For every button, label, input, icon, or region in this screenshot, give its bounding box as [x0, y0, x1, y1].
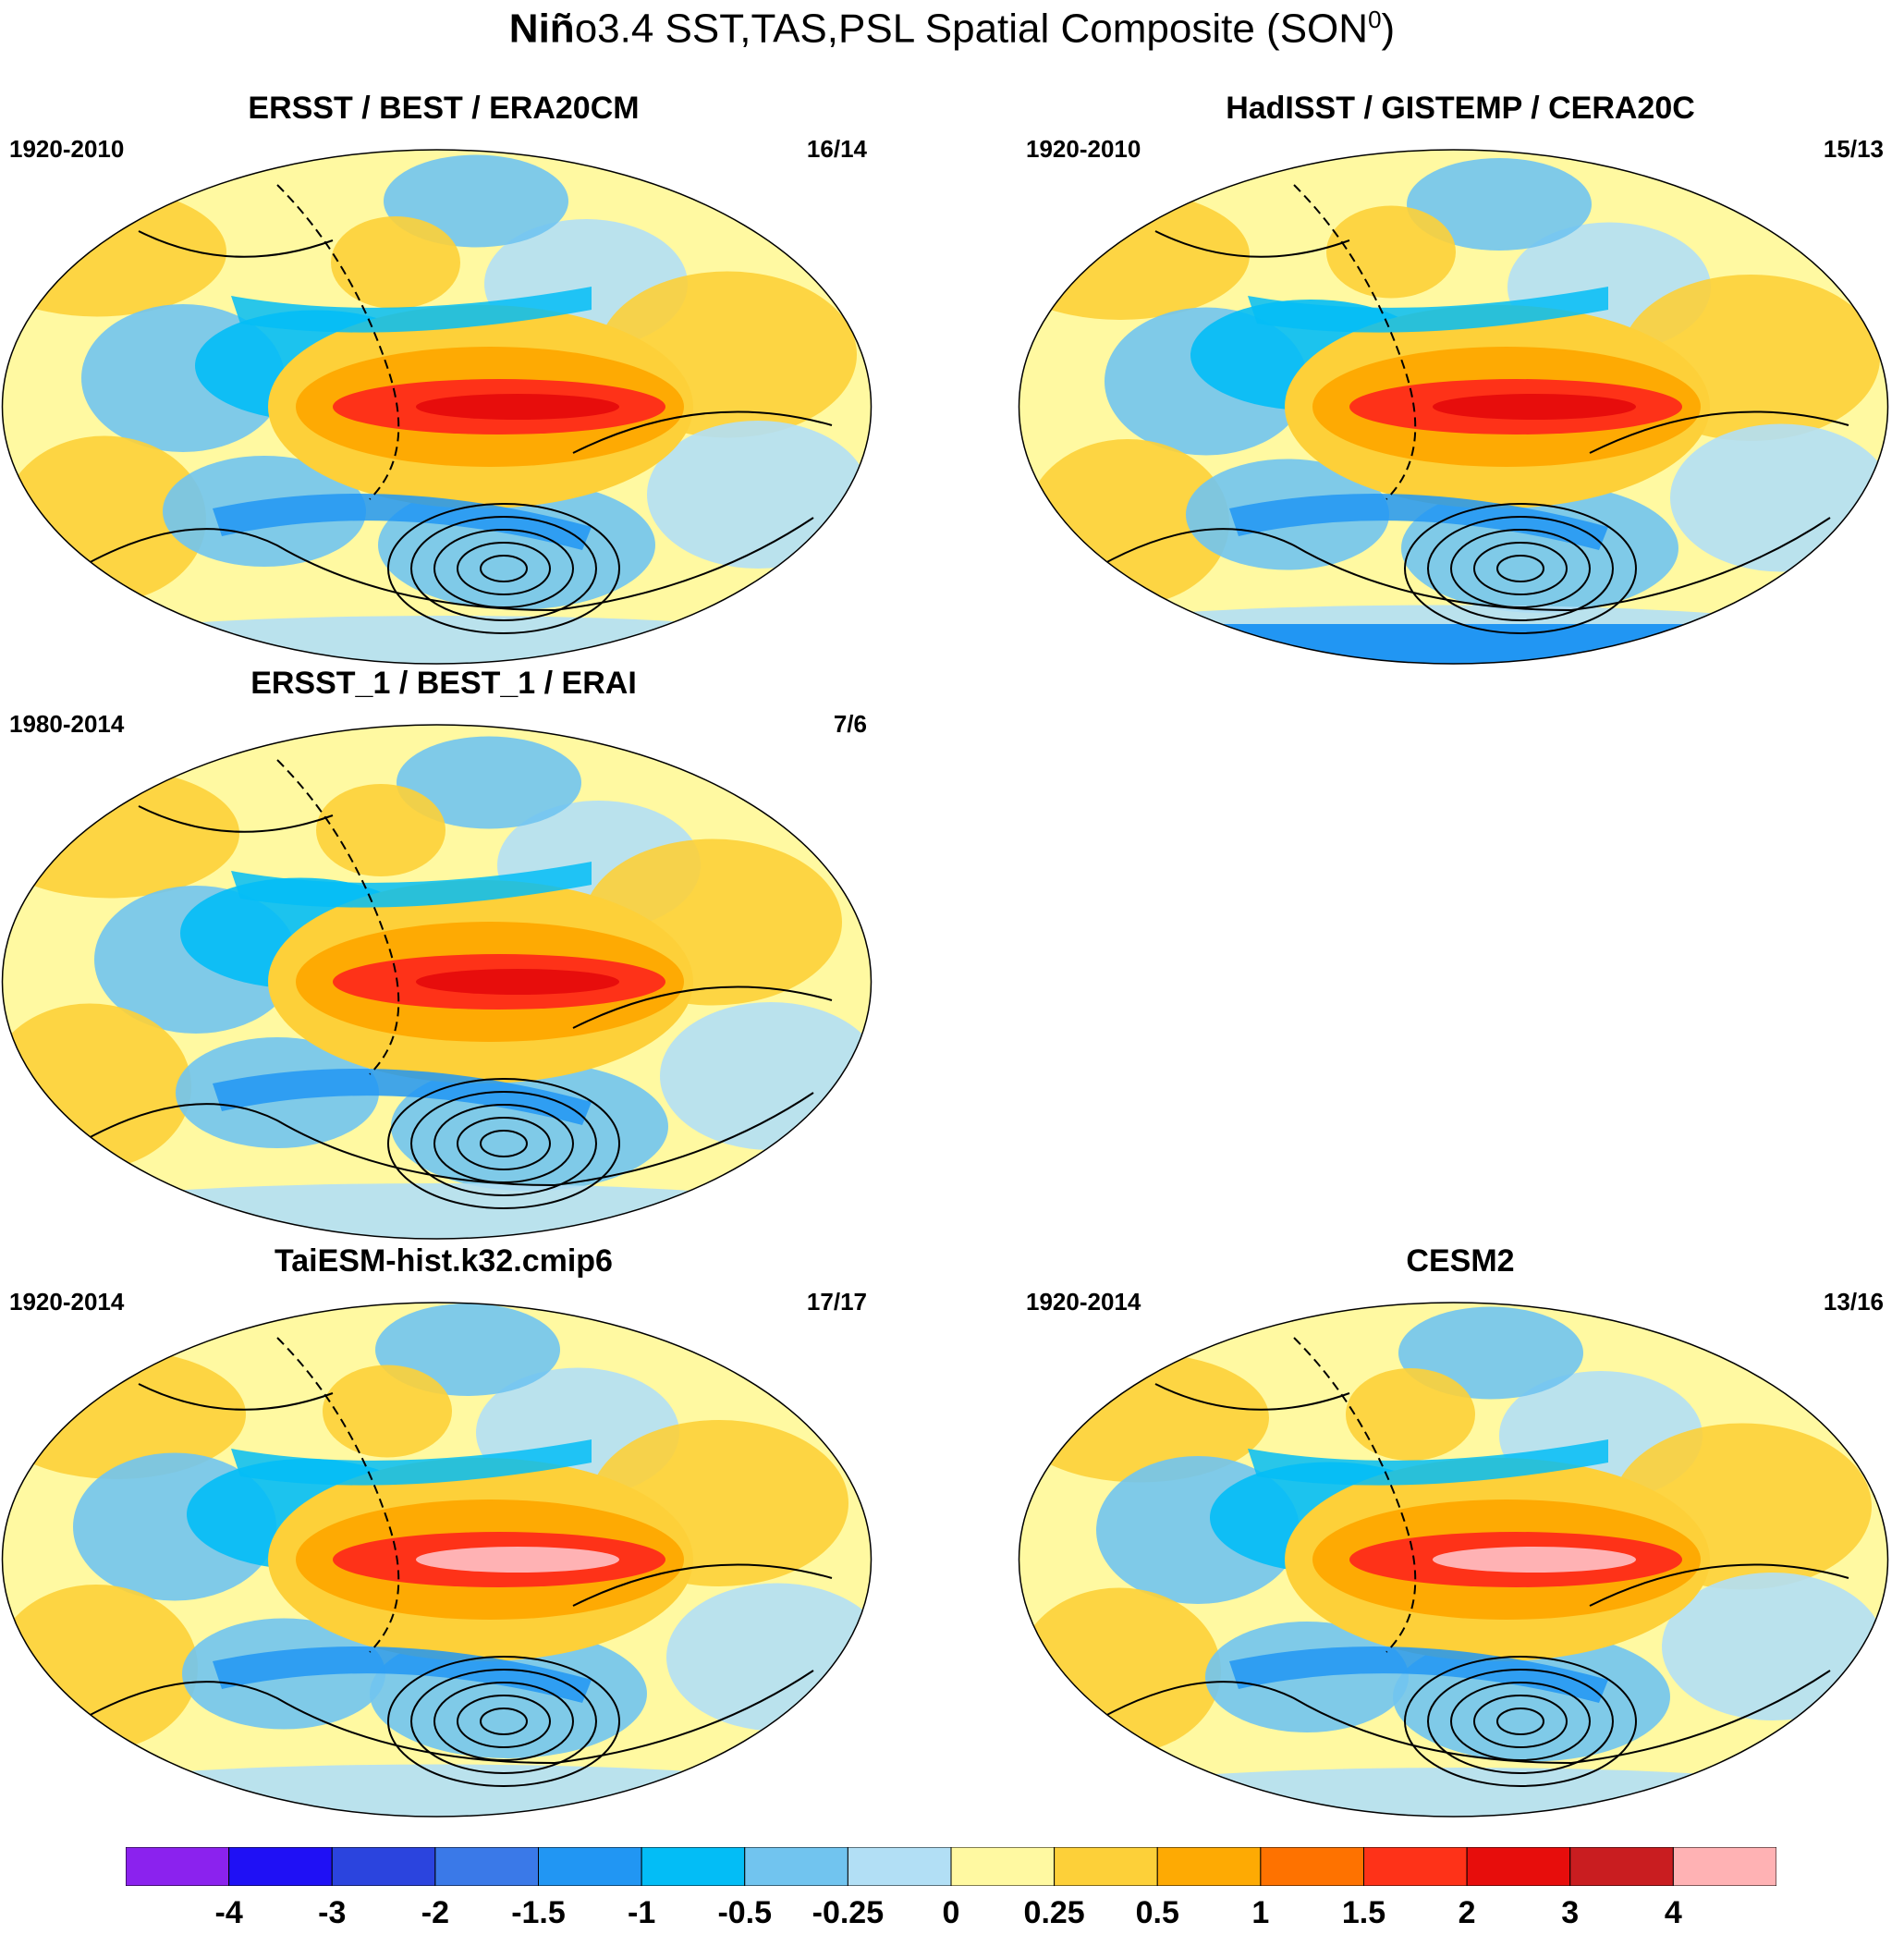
- world-map: [1, 149, 873, 665]
- panel-title: HadISST / GISTEMP / CERA20C: [1226, 91, 1695, 126]
- colorbar-tick-label: 0.25: [1023, 1895, 1085, 1930]
- colorbar-tick-label: -0.5: [717, 1895, 773, 1930]
- colorbar-swatch: [434, 1847, 539, 1886]
- colorbar-swatch: [228, 1847, 333, 1886]
- colorbar-tick-label: 1.5: [1341, 1895, 1386, 1930]
- colorbar-swatch: [1569, 1847, 1674, 1886]
- colorbar-swatch: [331, 1847, 436, 1886]
- colorbar-tick-label: 3: [1561, 1895, 1580, 1930]
- panel-count: 13/16: [1823, 1288, 1884, 1316]
- colorbar-swatch: [1054, 1847, 1158, 1886]
- colorbar-swatch: [744, 1847, 848, 1886]
- colorbar-tick-label: -1: [628, 1895, 656, 1930]
- colorbar-tick-label: 0.5: [1135, 1895, 1179, 1930]
- panel-count: 17/17: [806, 1288, 867, 1316]
- colorbar-swatch: [1466, 1847, 1571, 1886]
- colorbar: [126, 1847, 1776, 1886]
- colorbar-tick-label: -4: [214, 1895, 243, 1930]
- panel-title: CESM2: [1406, 1243, 1515, 1279]
- panel-years: 1980-2014: [9, 710, 125, 738]
- panel-count: 16/14: [806, 135, 867, 163]
- panel-title: TaiESM-hist.k32.cmip6: [275, 1243, 613, 1279]
- figure-title: Niño3.4 SST,TAS,PSL Spatial Composite (S…: [508, 6, 1396, 52]
- colorbar-swatch: [1156, 1847, 1262, 1886]
- panel-count: 7/6: [833, 710, 867, 738]
- colorbar-tick-label: 0: [942, 1895, 960, 1930]
- panel-years: 1920-2014: [9, 1288, 125, 1316]
- colorbar-swatch: [538, 1847, 642, 1886]
- map-panel-p3: ERSST_1 / BEST_1 / ERAI 1980-2014 7/6: [0, 666, 887, 1243]
- colorbar-tick-label: -3: [318, 1895, 347, 1930]
- world-map: [1, 1302, 873, 1818]
- panel-count: 15/13: [1823, 135, 1884, 163]
- colorbar-tick-label: 4: [1664, 1895, 1682, 1930]
- colorbar-swatch: [641, 1847, 746, 1886]
- colorbar-tick-label: -2: [421, 1895, 449, 1930]
- map-panel-p1: ERSST / BEST / ERA20CM 1920-2010 16/14: [0, 91, 887, 668]
- world-map: [1018, 1302, 1889, 1818]
- world-map: [1, 724, 873, 1240]
- map-panel-p5: CESM2 1920-2014 13/16: [1017, 1243, 1904, 1821]
- colorbar-swatch: [1260, 1847, 1364, 1886]
- colorbar-tick-label: -1.5: [511, 1895, 566, 1930]
- colorbar-swatch: [1672, 1847, 1776, 1886]
- colorbar-swatch: [1363, 1847, 1468, 1886]
- panel-years: 1920-2010: [9, 135, 125, 163]
- map-panel-p4: TaiESM-hist.k32.cmip6 1920-2014 17/17: [0, 1243, 887, 1821]
- panel-years: 1920-2010: [1026, 135, 1141, 163]
- colorbar-tick-label: 1: [1251, 1895, 1270, 1930]
- panel-years: 1920-2014: [1026, 1288, 1141, 1316]
- world-map: [1018, 149, 1889, 665]
- colorbar-tick-label: -0.25: [812, 1895, 885, 1930]
- panel-title: ERSST / BEST / ERA20CM: [248, 91, 640, 126]
- colorbar-swatch: [950, 1847, 1056, 1886]
- colorbar-swatch: [126, 1847, 230, 1886]
- map-panel-p2: HadISST / GISTEMP / CERA20C 1920-2010 15/1…: [1017, 91, 1904, 668]
- colorbar-swatch: [847, 1847, 952, 1886]
- panel-title: ERSST_1 / BEST_1 / ERAI: [250, 666, 637, 701]
- colorbar-tick-label: 2: [1458, 1895, 1476, 1930]
